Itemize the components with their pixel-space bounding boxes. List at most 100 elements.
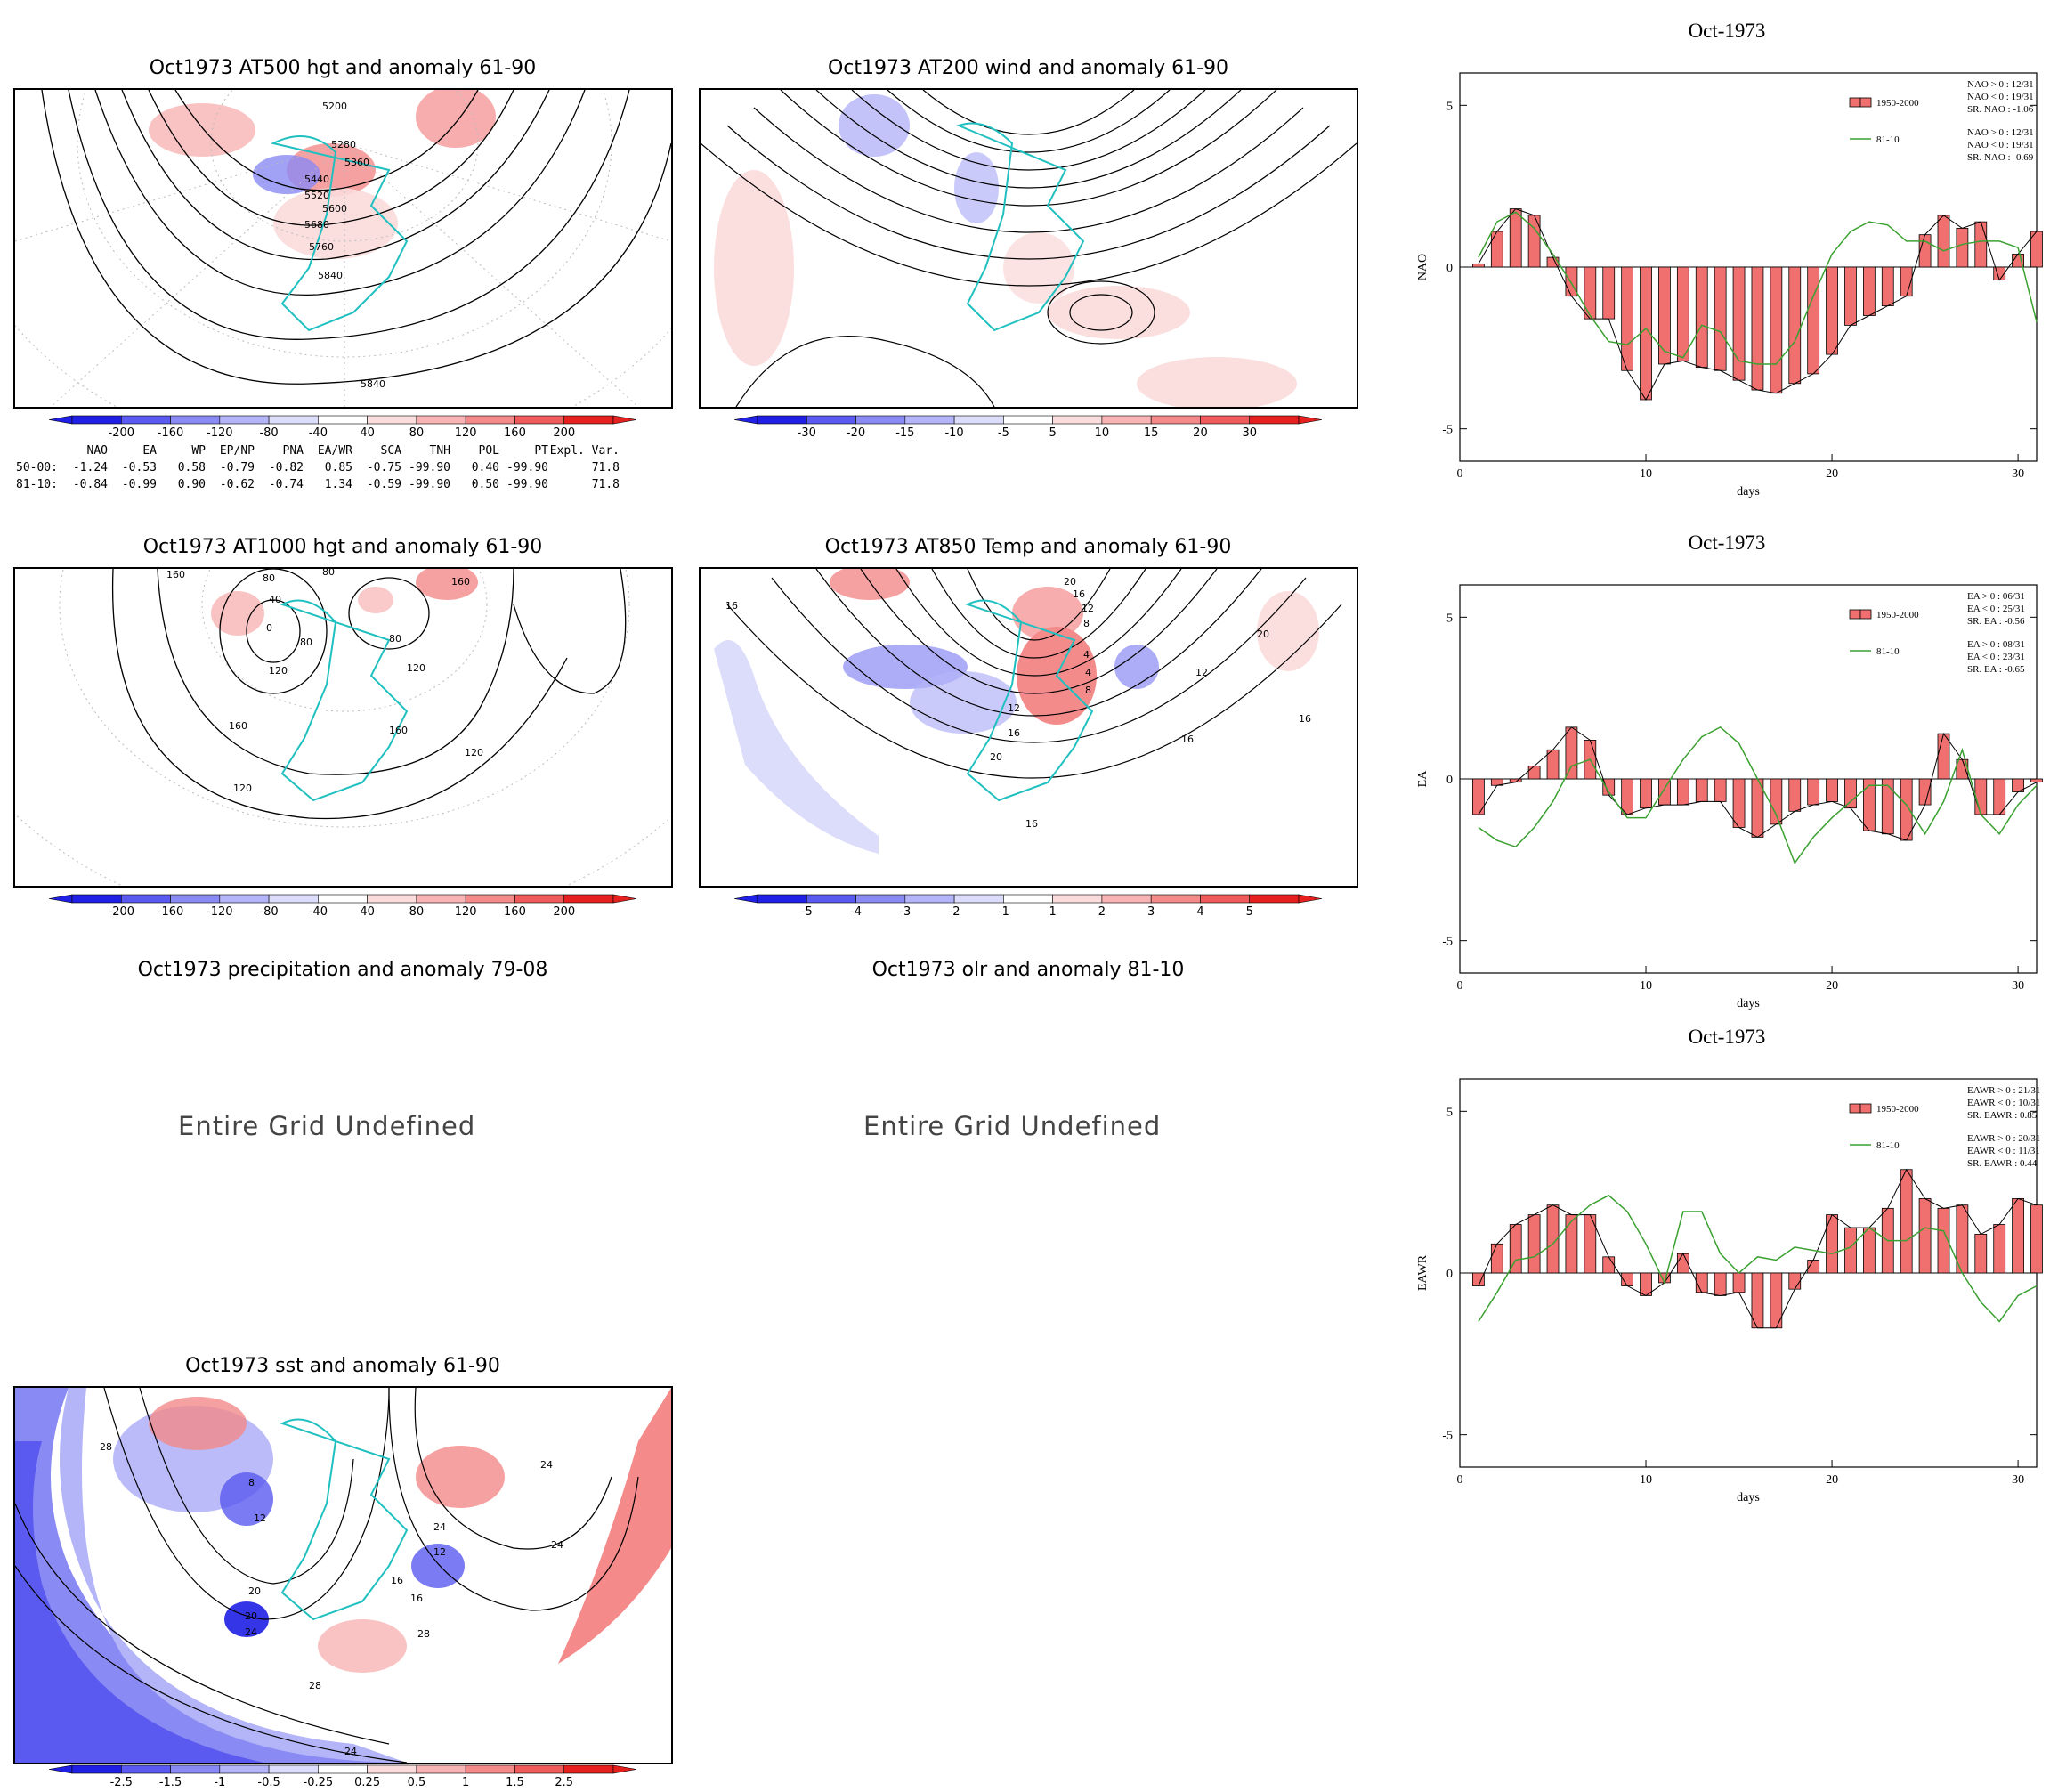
colorbar-tick-label: 160 bbox=[504, 426, 526, 440]
bar-mark bbox=[1937, 215, 1950, 268]
colorbar-tick-label: 2 bbox=[1098, 905, 1106, 919]
legend-bar-label: 1950-2000 bbox=[1876, 98, 1919, 109]
bar-mark bbox=[1732, 778, 1746, 828]
colorbar-arrow-left bbox=[49, 1764, 73, 1774]
colorbar-tick-label: -160 bbox=[158, 905, 184, 919]
index-cell: -0.59 bbox=[366, 478, 401, 491]
index-cell: 0.58 bbox=[177, 461, 206, 474]
colorbar-tick-label: 0.25 bbox=[354, 1776, 380, 1789]
contour-label: 160 bbox=[451, 576, 470, 588]
colorbar-tick-label: 80 bbox=[409, 905, 425, 919]
contour-label: 120 bbox=[233, 782, 252, 794]
contour-label: 16 bbox=[725, 600, 738, 612]
legend-line-stat: NAO < 0 : 19/31 bbox=[1967, 140, 2034, 150]
colorbar-tick-label: -0.5 bbox=[257, 1776, 280, 1789]
legend-swatch-bar bbox=[1849, 609, 1861, 620]
contour-label: 5360 bbox=[344, 157, 369, 168]
x-tick-label: 20 bbox=[1826, 1473, 1838, 1487]
colorbar-tick-label: 5 bbox=[1246, 905, 1253, 919]
index-header-cell: SCA bbox=[380, 444, 401, 458]
ts-chart-eawr: 0 10 20 30 5 0 -5 days EAWR 1950-2000 EAWR > 0 : 2… bbox=[1416, 1078, 2043, 1504]
bar-mark bbox=[1732, 1272, 1746, 1293]
colorbar-tick-label: -3 bbox=[899, 905, 911, 919]
bar-mark bbox=[1788, 266, 1802, 385]
bar-mark bbox=[1732, 266, 1746, 381]
y-tick-label: 5 bbox=[1446, 100, 1453, 113]
legend-bar-stat: EAWR < 0 : 10/31 bbox=[1967, 1098, 2040, 1108]
bar-mark bbox=[1881, 778, 1894, 835]
x-tick-label: 30 bbox=[2012, 1473, 2024, 1487]
colorbar-tick-label: 40 bbox=[360, 905, 375, 919]
legend-swatch-bar bbox=[1849, 97, 1861, 108]
colorbar-segment bbox=[1150, 894, 1201, 904]
colorbar-tick-label: -120 bbox=[207, 426, 233, 440]
colorbar-segment bbox=[855, 415, 906, 425]
contour-label: 80 bbox=[300, 637, 312, 648]
bar-mark bbox=[1621, 778, 1634, 815]
bar-mark bbox=[1695, 1272, 1708, 1293]
bar-mark bbox=[1527, 215, 1541, 268]
bar-mark bbox=[1602, 266, 1616, 320]
contour-label: 20 bbox=[248, 1585, 261, 1597]
bar-mark bbox=[1714, 778, 1727, 802]
colorbar-tick-label: -2.5 bbox=[110, 1776, 133, 1789]
colorbar-arrow-right bbox=[612, 1764, 636, 1774]
colorbar-tick-label: 1 bbox=[1049, 905, 1056, 919]
colorbar-tick-label: -5 bbox=[998, 426, 1009, 440]
colorbar-segment bbox=[953, 415, 1004, 425]
contour-label: 4 bbox=[1083, 649, 1090, 661]
colorbar-tick-label: -120 bbox=[207, 905, 233, 919]
colorbar-hgt-bottom: -200 -160 -120 -80 -40 40 80 120 160 200 bbox=[49, 894, 636, 919]
legend-swatch-bar bbox=[1859, 97, 1872, 108]
index-cell: -99.90 bbox=[409, 461, 450, 474]
y-axis-label: EA bbox=[1416, 770, 1430, 788]
colorbar-tick-label: -40 bbox=[309, 905, 328, 919]
x-axis-label: days bbox=[1737, 997, 1760, 1010]
colorbar-tick-label: -200 bbox=[109, 905, 135, 919]
colorbar-tick-label: -1.5 bbox=[159, 1776, 182, 1789]
colorbar-segment bbox=[268, 415, 319, 425]
index-header-cell: EA bbox=[142, 444, 157, 458]
colorbar-tick-label: -10 bbox=[944, 426, 963, 440]
contour-label: 80 bbox=[322, 569, 335, 578]
colorbar-tick-label: -20 bbox=[847, 426, 865, 440]
colorbar-segment bbox=[416, 415, 466, 425]
index-cell: -0.62 bbox=[219, 478, 255, 491]
index-table-row: 81-10: -0.84 -0.99 0.90 -0.62 -0.74 1.34… bbox=[16, 476, 620, 493]
contour-label: 12 bbox=[1195, 667, 1208, 678]
colorbar-segment bbox=[219, 894, 270, 904]
bar-mark bbox=[1490, 231, 1503, 268]
index-cell: -99.90 bbox=[506, 478, 548, 491]
contour-label: 16 bbox=[1025, 818, 1038, 830]
legend-line-label: 81-10 bbox=[1876, 1140, 1900, 1151]
ts-title-ea: Oct-1973 bbox=[1688, 531, 1766, 554]
bar-mark bbox=[1751, 266, 1764, 391]
x-tick-label: 10 bbox=[1640, 1473, 1652, 1487]
undefined-message-olr: Entire Grid Undefined bbox=[863, 1111, 1162, 1141]
bar-series-outline bbox=[1478, 1168, 2038, 1329]
bar-mark bbox=[1770, 266, 1783, 394]
bar-mark bbox=[1695, 778, 1708, 802]
colorbar-arrow-left bbox=[734, 894, 758, 904]
index-header-cell: NAO bbox=[86, 444, 108, 458]
index-cell: 1.34 bbox=[324, 478, 352, 491]
contour-label: 5840 bbox=[361, 378, 385, 390]
contour-label: 24 bbox=[540, 1459, 553, 1471]
legend-bar-stat: SR. EA : -0.56 bbox=[1967, 616, 2025, 627]
colorbar-tick-label: 160 bbox=[504, 905, 526, 919]
x-tick-label: 10 bbox=[1640, 467, 1652, 481]
index-cell: -0.99 bbox=[121, 478, 157, 491]
bar-mark bbox=[1974, 1233, 1988, 1274]
index-cell: -0.84 bbox=[72, 478, 108, 491]
legend-swatch-bar bbox=[1859, 609, 1872, 620]
colorbar-tick-label: 200 bbox=[553, 905, 575, 919]
bar-mark bbox=[1676, 778, 1689, 806]
index-cell: 0.40 bbox=[471, 461, 499, 474]
x-tick-label: 10 bbox=[1640, 979, 1652, 993]
contour-label: 80 bbox=[263, 572, 275, 584]
index-row-label: 81-10: bbox=[16, 478, 58, 491]
contour-label: 160 bbox=[229, 720, 247, 732]
y-tick-label: -5 bbox=[1442, 936, 1453, 949]
colorbar-tick-label: 15 bbox=[1144, 426, 1159, 440]
bar-mark bbox=[1621, 266, 1634, 371]
